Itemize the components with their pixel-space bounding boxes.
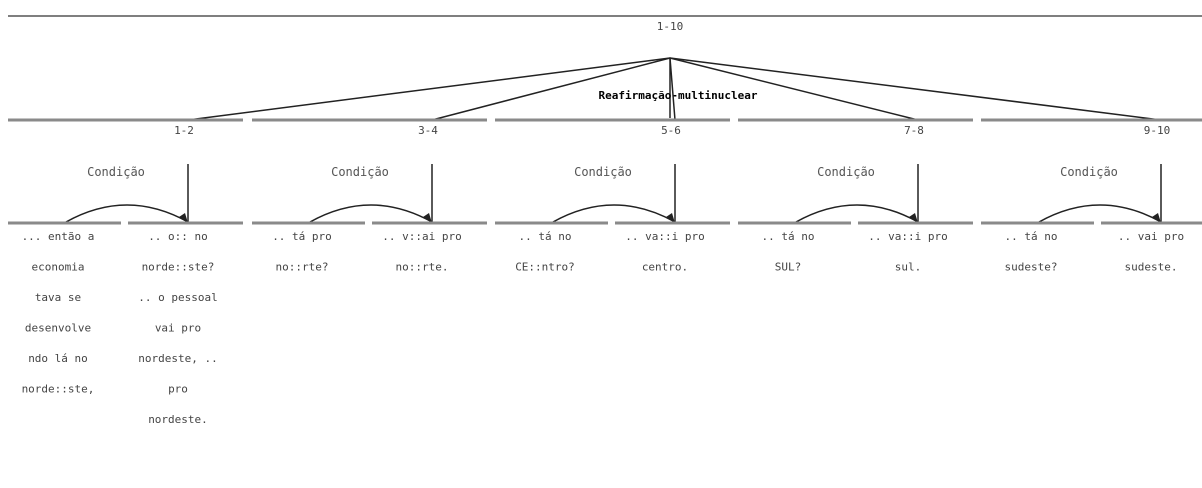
condition-arc	[552, 204, 676, 223]
satellite-text-line: ndo lá no	[28, 352, 88, 365]
satellite-text-line: .. tá pro	[272, 230, 332, 243]
root-branch-line	[431, 57, 671, 121]
root-span-label: 1-10	[657, 20, 684, 33]
arrowhead-icon	[423, 213, 432, 223]
nucleus-text-line: sul.	[895, 261, 922, 274]
nucleus-text-line: .. va::i pro	[625, 230, 704, 243]
satellite-text-line: no::rte?	[276, 261, 329, 274]
nucleus-text-line: .. o:: no	[148, 230, 208, 243]
nucleus-text-line: .. vai pro	[1118, 230, 1184, 243]
group-span-label: 3-4	[418, 124, 438, 137]
condition-relation-label: Condição	[331, 165, 389, 179]
group-span-label: 5-6	[661, 124, 681, 137]
group-span-label: 7-8	[904, 124, 924, 137]
condition-relation-label: Condição	[87, 165, 145, 179]
condition-arc	[795, 204, 919, 223]
condition-relation-label: Condição	[817, 165, 875, 179]
nucleus-text-line: .. va::i pro	[868, 230, 947, 243]
satellite-text-line: economia	[32, 261, 85, 274]
condition-arc	[1038, 204, 1162, 223]
condition-relation-label: Condição	[1060, 165, 1118, 179]
arrowhead-icon	[666, 213, 675, 223]
nucleus-text-line: .. o pessoal	[138, 291, 217, 304]
satellite-text-line: CE::ntro?	[515, 261, 575, 274]
arrowhead-icon	[909, 213, 918, 223]
arrowhead-icon	[1152, 213, 1161, 223]
satellite-text-line: .. tá no	[762, 230, 815, 243]
root-branch-line	[669, 57, 1162, 121]
satellite-text-line: norde::ste,	[22, 383, 95, 396]
satellite-text-line: .. tá no	[519, 230, 572, 243]
root-branch-line	[669, 57, 919, 121]
nucleus-text-line: .. v::ai pro	[382, 230, 461, 243]
root-branch-line	[669, 57, 676, 121]
condition-arc	[65, 204, 189, 223]
root-relation-label: Reafirmação-multinuclear	[599, 89, 758, 102]
nucleus-text-line: vai pro	[155, 322, 201, 335]
condition-arc	[309, 204, 433, 223]
satellite-text-line: tava se	[35, 291, 81, 304]
satellite-text-line: SUL?	[775, 261, 802, 274]
nucleus-text-line: centro.	[642, 261, 688, 274]
nucleus-text-line: no::rte.	[396, 261, 449, 274]
satellite-text-line: ... então a	[22, 230, 95, 243]
satellite-text-line: sudeste?	[1005, 261, 1058, 274]
nucleus-text-line: sudeste.	[1125, 261, 1178, 274]
segment-groups: 1-2 Condição ... então a economia tava se des…	[8, 57, 1202, 426]
condition-relation-label: Condição	[574, 165, 632, 179]
group-span-label: 9-10	[1144, 124, 1171, 137]
satellite-text-line: desenvolve	[25, 322, 91, 335]
nucleus-text-line: pro	[168, 383, 188, 396]
root-branch-line	[187, 57, 671, 121]
arrowhead-icon	[179, 213, 188, 223]
satellite-text-line: .. tá no	[1005, 230, 1058, 243]
nucleus-text-line: norde::ste?	[142, 261, 215, 274]
nucleus-text-line: nordeste.	[148, 413, 208, 426]
group-span-label: 1-2	[174, 124, 194, 137]
nucleus-text-line: nordeste, ..	[138, 352, 217, 365]
